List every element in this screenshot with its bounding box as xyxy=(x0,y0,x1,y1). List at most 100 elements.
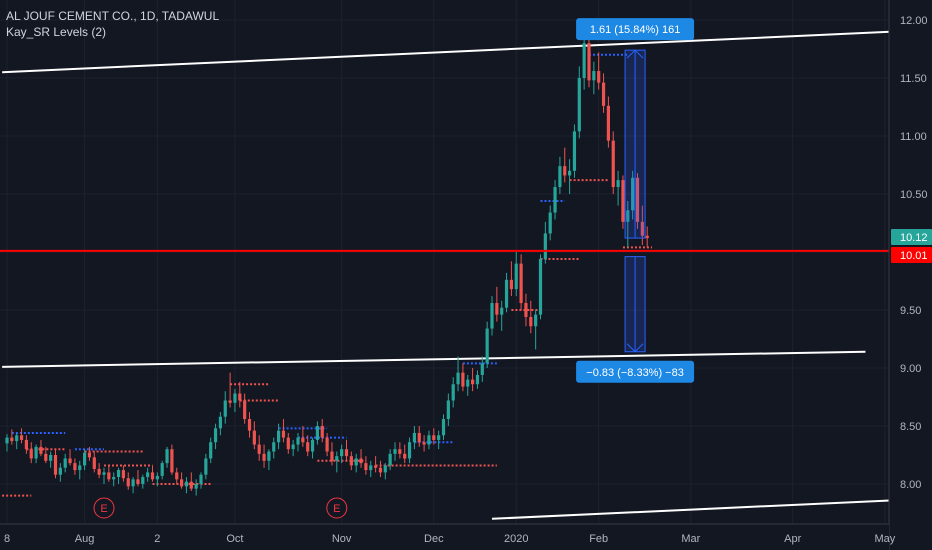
candle-body xyxy=(393,449,397,454)
candle-body xyxy=(257,444,261,454)
candle xyxy=(112,472,116,487)
candle-body xyxy=(403,453,407,459)
candle xyxy=(451,377,455,408)
candle-body xyxy=(34,446,38,459)
candle-body xyxy=(538,258,543,315)
candle xyxy=(422,435,426,452)
candle xyxy=(330,442,334,466)
candle-body xyxy=(553,187,557,213)
earnings-marker-1[interactable]: E xyxy=(326,497,348,519)
candle-body xyxy=(364,463,368,471)
indicator-title[interactable]: Kay_SR Levels (2) xyxy=(6,25,107,39)
candle-body xyxy=(68,458,72,464)
candle-body xyxy=(286,437,290,450)
candle xyxy=(412,426,416,450)
candle xyxy=(15,432,19,450)
candle-body xyxy=(315,426,319,440)
candle xyxy=(325,432,329,457)
candle xyxy=(44,446,48,464)
candle-body xyxy=(49,455,53,461)
candle xyxy=(514,252,518,297)
candle xyxy=(121,465,125,482)
price-axis[interactable]: 8.008.509.009.5010.0010.5011.0011.5012.0… xyxy=(888,0,932,550)
candle-body xyxy=(354,458,358,466)
candle xyxy=(243,393,247,424)
measure-tools[interactable]: 1.61 (15.84%) 161 −0.83 (−8.33%) −83 xyxy=(576,18,695,383)
candle xyxy=(364,456,368,475)
candle-body xyxy=(247,419,252,431)
candle xyxy=(262,444,266,468)
symbol-title[interactable]: AL JOUF CEMENT CO., 1D, TADAWUL xyxy=(6,9,220,23)
candle xyxy=(456,356,460,392)
candle-body xyxy=(83,452,87,466)
candle-body xyxy=(645,235,649,239)
candle-body xyxy=(238,393,242,401)
candle-body xyxy=(490,303,494,329)
candle xyxy=(548,205,552,241)
candle-body xyxy=(466,379,470,387)
candle xyxy=(170,444,174,475)
candle-body xyxy=(267,451,271,461)
time-axis[interactable]: 8 Aug 2 Oct Nov Dec 2020 Feb Mar Apr May xyxy=(0,523,896,550)
candle-body xyxy=(10,437,14,442)
candle-body xyxy=(621,180,625,222)
candle-body xyxy=(592,71,596,81)
candle xyxy=(277,423,281,450)
candle xyxy=(194,479,198,496)
candle-body xyxy=(558,166,562,188)
candle-body xyxy=(218,416,222,429)
candle xyxy=(529,300,533,334)
trend-line-0[interactable] xyxy=(2,30,895,74)
candle-body xyxy=(519,263,523,304)
candle-body xyxy=(534,314,538,327)
candle-body xyxy=(475,374,480,385)
candle xyxy=(141,474,145,489)
candle xyxy=(131,477,135,494)
candle-body xyxy=(243,400,247,420)
candle-body xyxy=(53,455,58,475)
candle-body xyxy=(136,479,140,484)
candle xyxy=(490,296,494,336)
candle-body xyxy=(107,472,111,480)
measure-down[interactable]: −0.83 (−8.33%) −83 xyxy=(576,256,695,383)
time-tick-label: Feb xyxy=(589,533,608,545)
candle-body xyxy=(432,435,436,440)
candle xyxy=(635,173,640,229)
measure-up-arrow-head xyxy=(626,49,644,59)
candle-body xyxy=(422,442,426,445)
trend-line-1[interactable] xyxy=(2,350,866,368)
measure-up[interactable]: 1.61 (15.84%) 161 xyxy=(576,18,695,239)
candle xyxy=(543,221,547,264)
candle xyxy=(223,391,227,424)
earnings-marker-0[interactable]: E xyxy=(93,497,115,519)
candle-body xyxy=(359,458,363,464)
candle xyxy=(359,449,363,468)
candle-body xyxy=(495,303,499,315)
candle-body xyxy=(5,437,9,444)
candle xyxy=(199,472,203,489)
candle-body xyxy=(374,465,378,468)
candle xyxy=(87,446,92,461)
trend-lines[interactable] xyxy=(2,30,895,520)
candle xyxy=(509,261,513,297)
candle-body xyxy=(335,456,339,461)
chart-legend: AL JOUF CEMENT CO., 1D, TADAWUL Kay_SR L… xyxy=(6,8,219,40)
candle-body xyxy=(626,210,630,222)
candle-body xyxy=(407,442,412,459)
candle xyxy=(204,453,208,480)
candle-body xyxy=(349,456,353,466)
time-tick-label: 2020 xyxy=(504,533,528,545)
candle-body xyxy=(616,180,620,188)
candle-body xyxy=(509,279,513,290)
candle-body xyxy=(277,430,281,443)
candle xyxy=(184,477,189,494)
candle xyxy=(315,421,319,445)
candle xyxy=(155,472,159,487)
candle-body xyxy=(272,442,276,452)
candle-body xyxy=(112,477,116,480)
candle-body xyxy=(204,458,208,475)
candle xyxy=(601,73,606,113)
trend-line-2[interactable] xyxy=(491,499,895,520)
